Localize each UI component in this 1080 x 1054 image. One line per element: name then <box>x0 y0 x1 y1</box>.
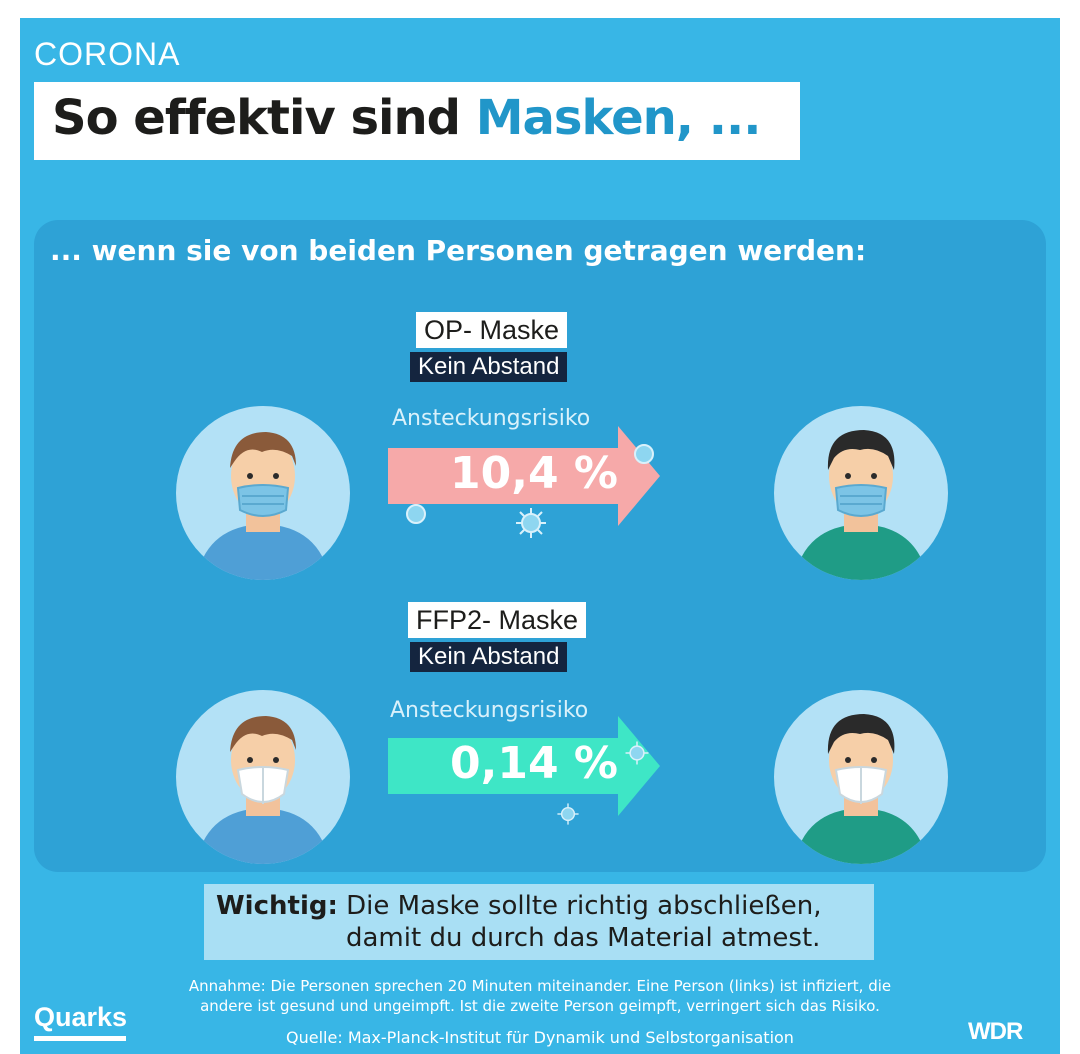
risk-value-ffp2: 0,14 % <box>450 738 618 789</box>
topic-tag: CORONA <box>34 36 181 72</box>
comparison-panel: ... wenn sie von beiden Personen getrage… <box>34 220 1046 872</box>
healthy-person-avatar <box>774 406 948 580</box>
note-line1: Die Maske sollte richtig abschließen, <box>346 891 822 921</box>
important-note: Wichtig: Die Maske sollte richtig abschl… <box>204 884 874 960</box>
risk-value-op: 10,4 % <box>450 448 618 499</box>
note-line2: damit du durch das Material atmest. <box>346 923 821 953</box>
risk-arrow-op <box>388 426 660 526</box>
assumption-line2: andere ist gesund und ungeimpft. Ist die… <box>200 997 880 1015</box>
assumption-text: Annahme: Die Personen sprechen 20 Minute… <box>140 976 940 1016</box>
risk-label-ffp2: Ansteckungsrisiko <box>390 698 589 723</box>
virus-icon <box>406 444 654 524</box>
risk-label-op: Ansteckungsrisiko <box>392 406 591 431</box>
quarks-logo-bar <box>34 1036 126 1041</box>
infected-person-avatar <box>176 690 350 864</box>
infected-person-avatar <box>176 406 350 580</box>
distance-label-op: Kein Abstand <box>410 352 568 382</box>
infographic: CORONA So effektiv sind Masken, ... ... … <box>20 18 1060 1054</box>
title-highlight: Masken, ... <box>475 90 762 146</box>
mask-type-label-ffp2: FFP2- Maske <box>408 602 587 638</box>
virus-icon <box>557 803 579 825</box>
note-text: Wichtig: Die Maske sollte richtig abschl… <box>216 890 822 954</box>
assumption-line1: Annahme: Die Personen sprechen 20 Minute… <box>188 977 892 995</box>
wdr-logo: WDR <box>968 1018 1023 1045</box>
virus-icon <box>625 741 649 765</box>
panel-subtitle: ... wenn sie von beiden Personen getrage… <box>50 234 867 267</box>
risk-arrow-ffp2 <box>388 716 660 816</box>
distance-label-ffp2: Kein Abstand <box>410 642 568 672</box>
mask-type-label-op: OP- Maske <box>416 312 568 348</box>
title-box: So effektiv sind Masken, ... <box>34 82 800 160</box>
title-main: So effektiv sind <box>52 90 476 146</box>
virus-icon <box>516 508 546 538</box>
quarks-logo: Quarks <box>34 1002 128 1032</box>
healthy-person-avatar <box>774 690 948 864</box>
note-label: Wichtig: <box>216 891 338 921</box>
source-text: Quelle: Max-Planck-Institut für Dynamik … <box>286 1028 794 1047</box>
page-title: So effektiv sind Masken, ... <box>52 90 762 146</box>
